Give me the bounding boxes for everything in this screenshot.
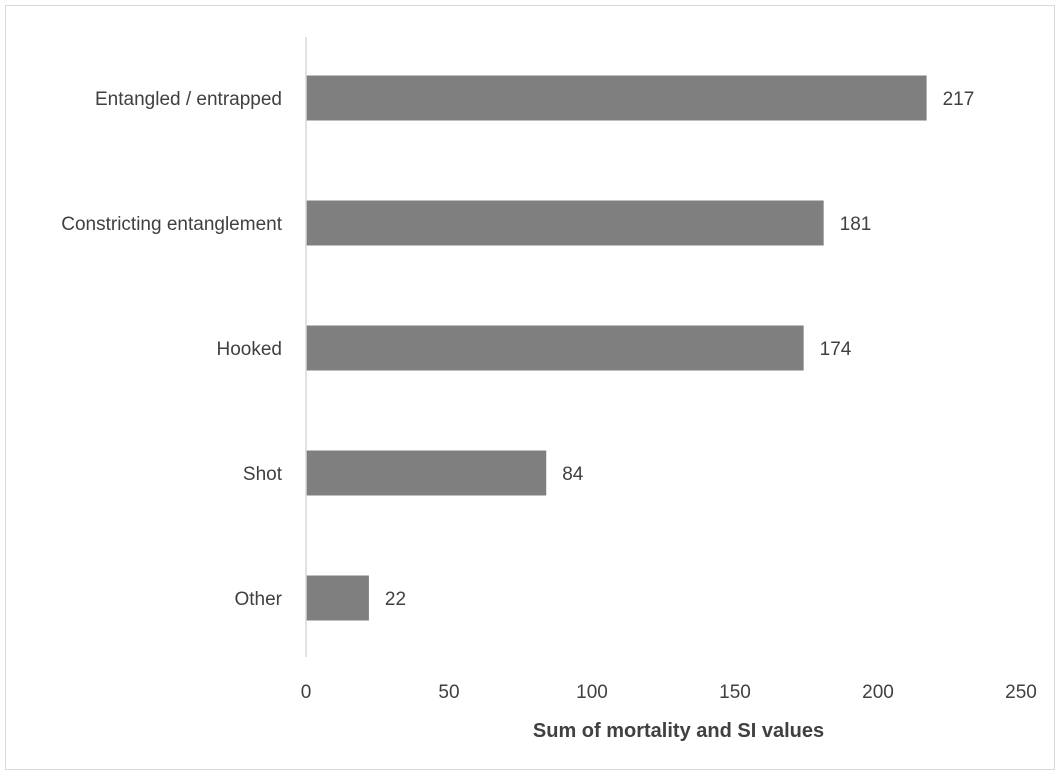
data-label: 174 xyxy=(820,339,852,360)
category-labels: Entangled / entrapped Constricting entang… xyxy=(61,89,282,610)
data-label: 84 xyxy=(562,464,584,485)
category-label: Other xyxy=(234,589,282,610)
data-labels: 217 181 174 84 22 xyxy=(385,89,974,610)
bars-group xyxy=(306,75,927,621)
x-tick-label: 50 xyxy=(438,682,459,703)
category-label: Shot xyxy=(243,464,283,485)
bar-1 xyxy=(306,200,824,246)
x-tick-label: 0 xyxy=(301,682,312,703)
bar-2 xyxy=(306,325,804,371)
x-tick-label: 250 xyxy=(1005,682,1037,703)
category-label: Hooked xyxy=(217,339,283,360)
x-tick-label: 100 xyxy=(576,682,608,703)
x-axis-title: Sum of mortality and SI values xyxy=(533,720,824,742)
x-tick-label: 150 xyxy=(719,682,751,703)
data-label: 217 xyxy=(943,89,975,110)
data-label: 22 xyxy=(385,589,406,610)
chart-frame xyxy=(5,5,1055,770)
x-tick-label: 200 xyxy=(862,682,894,703)
bar-4 xyxy=(306,575,369,621)
category-label: Entangled / entrapped xyxy=(95,89,282,110)
bar-3 xyxy=(306,450,547,496)
category-label: Constricting entanglement xyxy=(61,214,282,235)
data-label: 181 xyxy=(840,214,872,235)
x-tick-labels: 0 50 100 150 200 250 xyxy=(301,682,1037,703)
bar-0 xyxy=(306,75,927,121)
